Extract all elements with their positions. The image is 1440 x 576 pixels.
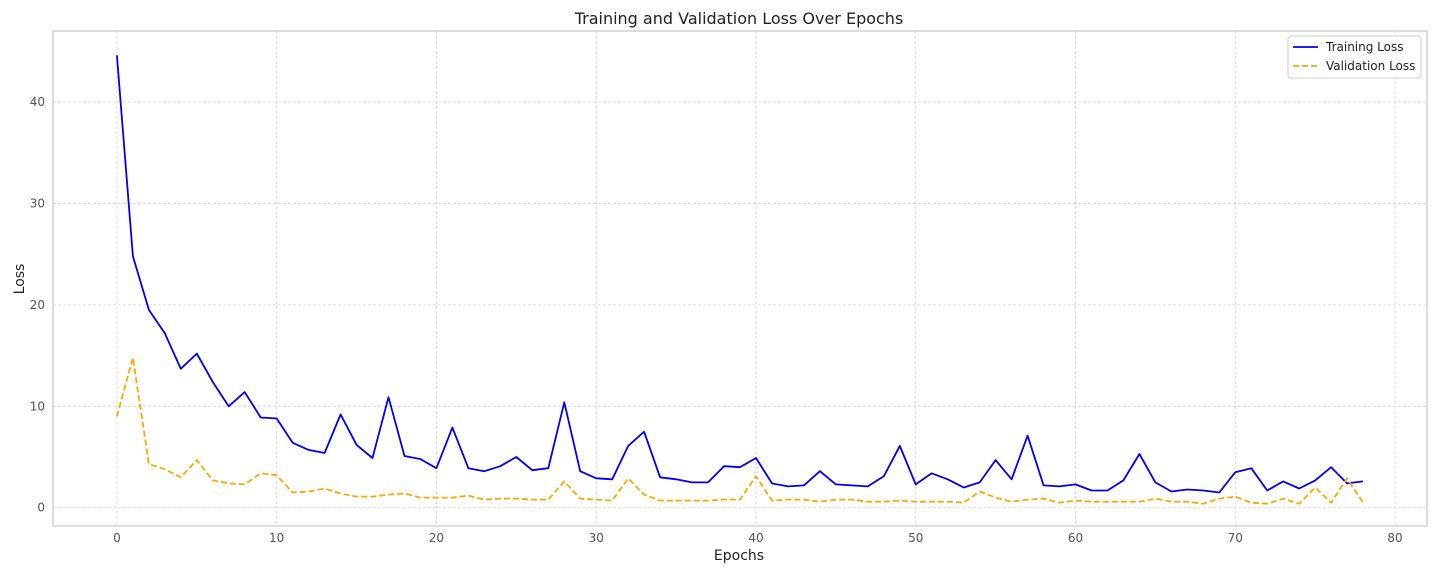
x-tick-label: 30 <box>589 531 604 545</box>
x-tick-label: 60 <box>1068 531 1083 545</box>
grid <box>53 31 1427 526</box>
series-line-0 <box>116 55 1364 494</box>
y-tick-label: 30 <box>30 196 45 210</box>
x-axis-title: Epochs <box>714 548 764 564</box>
legend-label-1: Validation Loss <box>1326 59 1415 73</box>
x-tick-label: 70 <box>1228 531 1243 545</box>
legend: Training Loss Validation Loss <box>1287 35 1422 79</box>
series-line-1 <box>116 356 1364 505</box>
y-tick-label: 20 <box>30 298 45 312</box>
chart-title: Training and Validation Loss Over Epochs <box>574 9 904 28</box>
legend-box <box>1287 35 1422 79</box>
plot-frame <box>52 30 1428 527</box>
x-tick-label: 50 <box>908 531 923 545</box>
x-tick-label: 10 <box>269 531 284 545</box>
y-axis-title: Loss <box>12 264 28 295</box>
x-tick-label: 40 <box>748 531 763 545</box>
tick-labels: 0 10 20 30 40 50 60 70 80 0 10 20 30 40 <box>30 95 1403 545</box>
y-tick-label: 40 <box>30 95 45 109</box>
x-tick-label: 20 <box>429 531 444 545</box>
y-tick-label: 0 <box>37 501 45 515</box>
series <box>116 55 1364 505</box>
x-tick-label: 80 <box>1387 531 1402 545</box>
x-tick-label: 0 <box>113 531 121 545</box>
y-tick-label: 10 <box>30 399 45 413</box>
legend-label-0: Training Loss <box>1325 40 1403 54</box>
